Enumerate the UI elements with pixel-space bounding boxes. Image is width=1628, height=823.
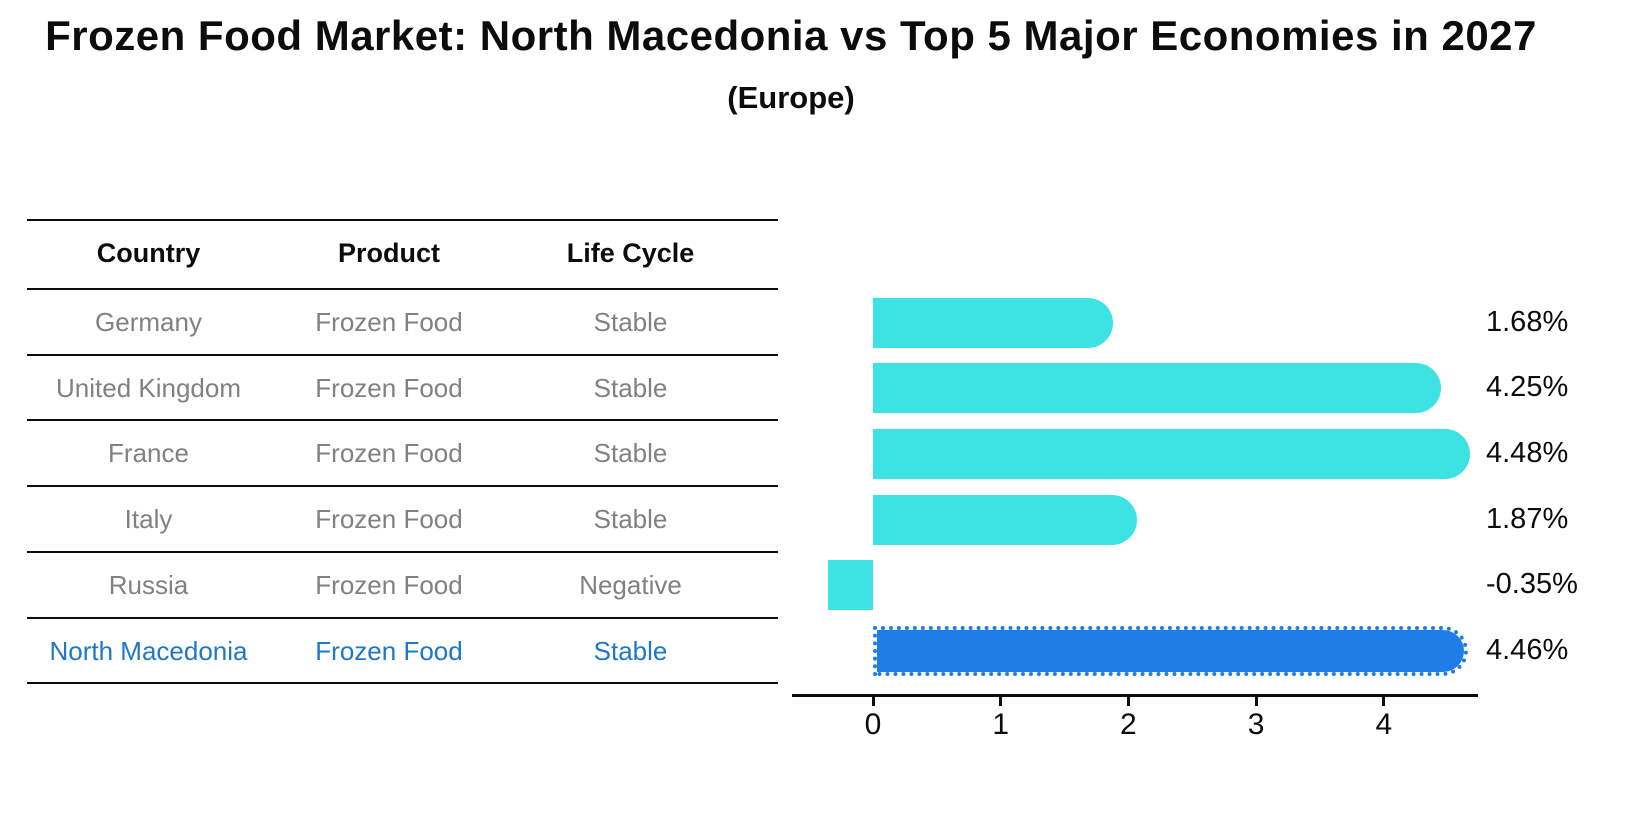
bar-north-macedonia <box>873 626 1468 676</box>
bar-italy <box>873 494 1137 545</box>
x-tick-label: 2 <box>1120 708 1137 741</box>
bar-value-label: 1.87% <box>1486 502 1569 535</box>
table-row-italy: Italy Frozen Food Stable <box>27 487 753 553</box>
cell-country: Russia <box>108 569 189 600</box>
header-product: Product <box>337 237 440 268</box>
table-rule <box>27 550 778 553</box>
bar-france <box>873 428 1471 479</box>
cell-life-cycle: Negative <box>579 569 682 600</box>
table-rule <box>27 616 778 619</box>
x-tick <box>1254 697 1258 706</box>
bar-value-label: 4.48% <box>1486 436 1569 469</box>
bar-value-label: 1.68% <box>1486 305 1569 338</box>
x-tick <box>1382 697 1386 706</box>
table-rule <box>27 288 778 290</box>
x-tick-label: 1 <box>992 708 1010 741</box>
cell-product: Frozen Food <box>315 372 463 403</box>
header-country: Country <box>96 237 201 268</box>
cell-product: Frozen Food <box>315 569 463 600</box>
cell-product: Frozen Food <box>315 635 463 666</box>
x-tick <box>1126 697 1130 706</box>
table-header-row: Country Product Life Cycle <box>27 220 753 286</box>
table-row-france: France Frozen Food Stable <box>27 421 753 487</box>
cell-country: Germany <box>95 307 202 337</box>
cell-life-cycle: Stable <box>593 307 668 337</box>
bar-value-label: 4.25% <box>1486 371 1569 404</box>
table-row-north-macedonia: North Macedonia Frozen Food Stable <box>27 618 753 684</box>
x-tick-label: 0 <box>864 708 882 741</box>
bar-value-label: 4.46% <box>1486 634 1569 666</box>
cell-country: United Kingdom <box>56 372 241 403</box>
table-rule <box>27 682 778 685</box>
x-tick-label: 3 <box>1247 708 1265 741</box>
x-tick <box>999 697 1003 706</box>
x-tick-label: 4 <box>1375 708 1393 741</box>
bar-value-label: -0.35% <box>1486 568 1578 601</box>
cell-country: France <box>108 438 189 469</box>
table-rule <box>27 485 778 488</box>
cell-product: Frozen Food <box>315 307 463 337</box>
cell-product: Frozen Food <box>315 504 463 535</box>
bar-germany <box>873 297 1113 348</box>
bar-russia <box>828 560 873 611</box>
chart-title: Frozen Food Market: North Macedonia vs T… <box>45 12 1537 59</box>
cell-life-cycle: Stable <box>593 372 668 403</box>
header-life-cycle: Life Cycle <box>566 237 695 268</box>
table-row-russia: Russia Frozen Food Negative <box>27 552 753 618</box>
table-rule <box>27 419 778 422</box>
cell-country: North Macedonia <box>49 635 248 666</box>
table-rule <box>27 353 778 356</box>
table-row-united-kingdom: United Kingdom Frozen Food Stable <box>27 355 753 421</box>
table-row-germany: Germany Frozen Food Stable <box>27 290 753 356</box>
x-axis-line <box>792 694 1478 697</box>
cell-life-cycle: Stable <box>593 635 668 666</box>
x-tick <box>871 697 875 706</box>
table-rule <box>27 219 778 221</box>
cell-life-cycle: Stable <box>593 504 668 535</box>
cell-life-cycle: Stable <box>593 438 668 469</box>
cell-product: Frozen Food <box>315 438 463 469</box>
cell-country: Italy <box>124 504 173 535</box>
chart-subtitle: (Europe) <box>727 80 855 115</box>
bar-united-kingdom <box>873 363 1441 414</box>
